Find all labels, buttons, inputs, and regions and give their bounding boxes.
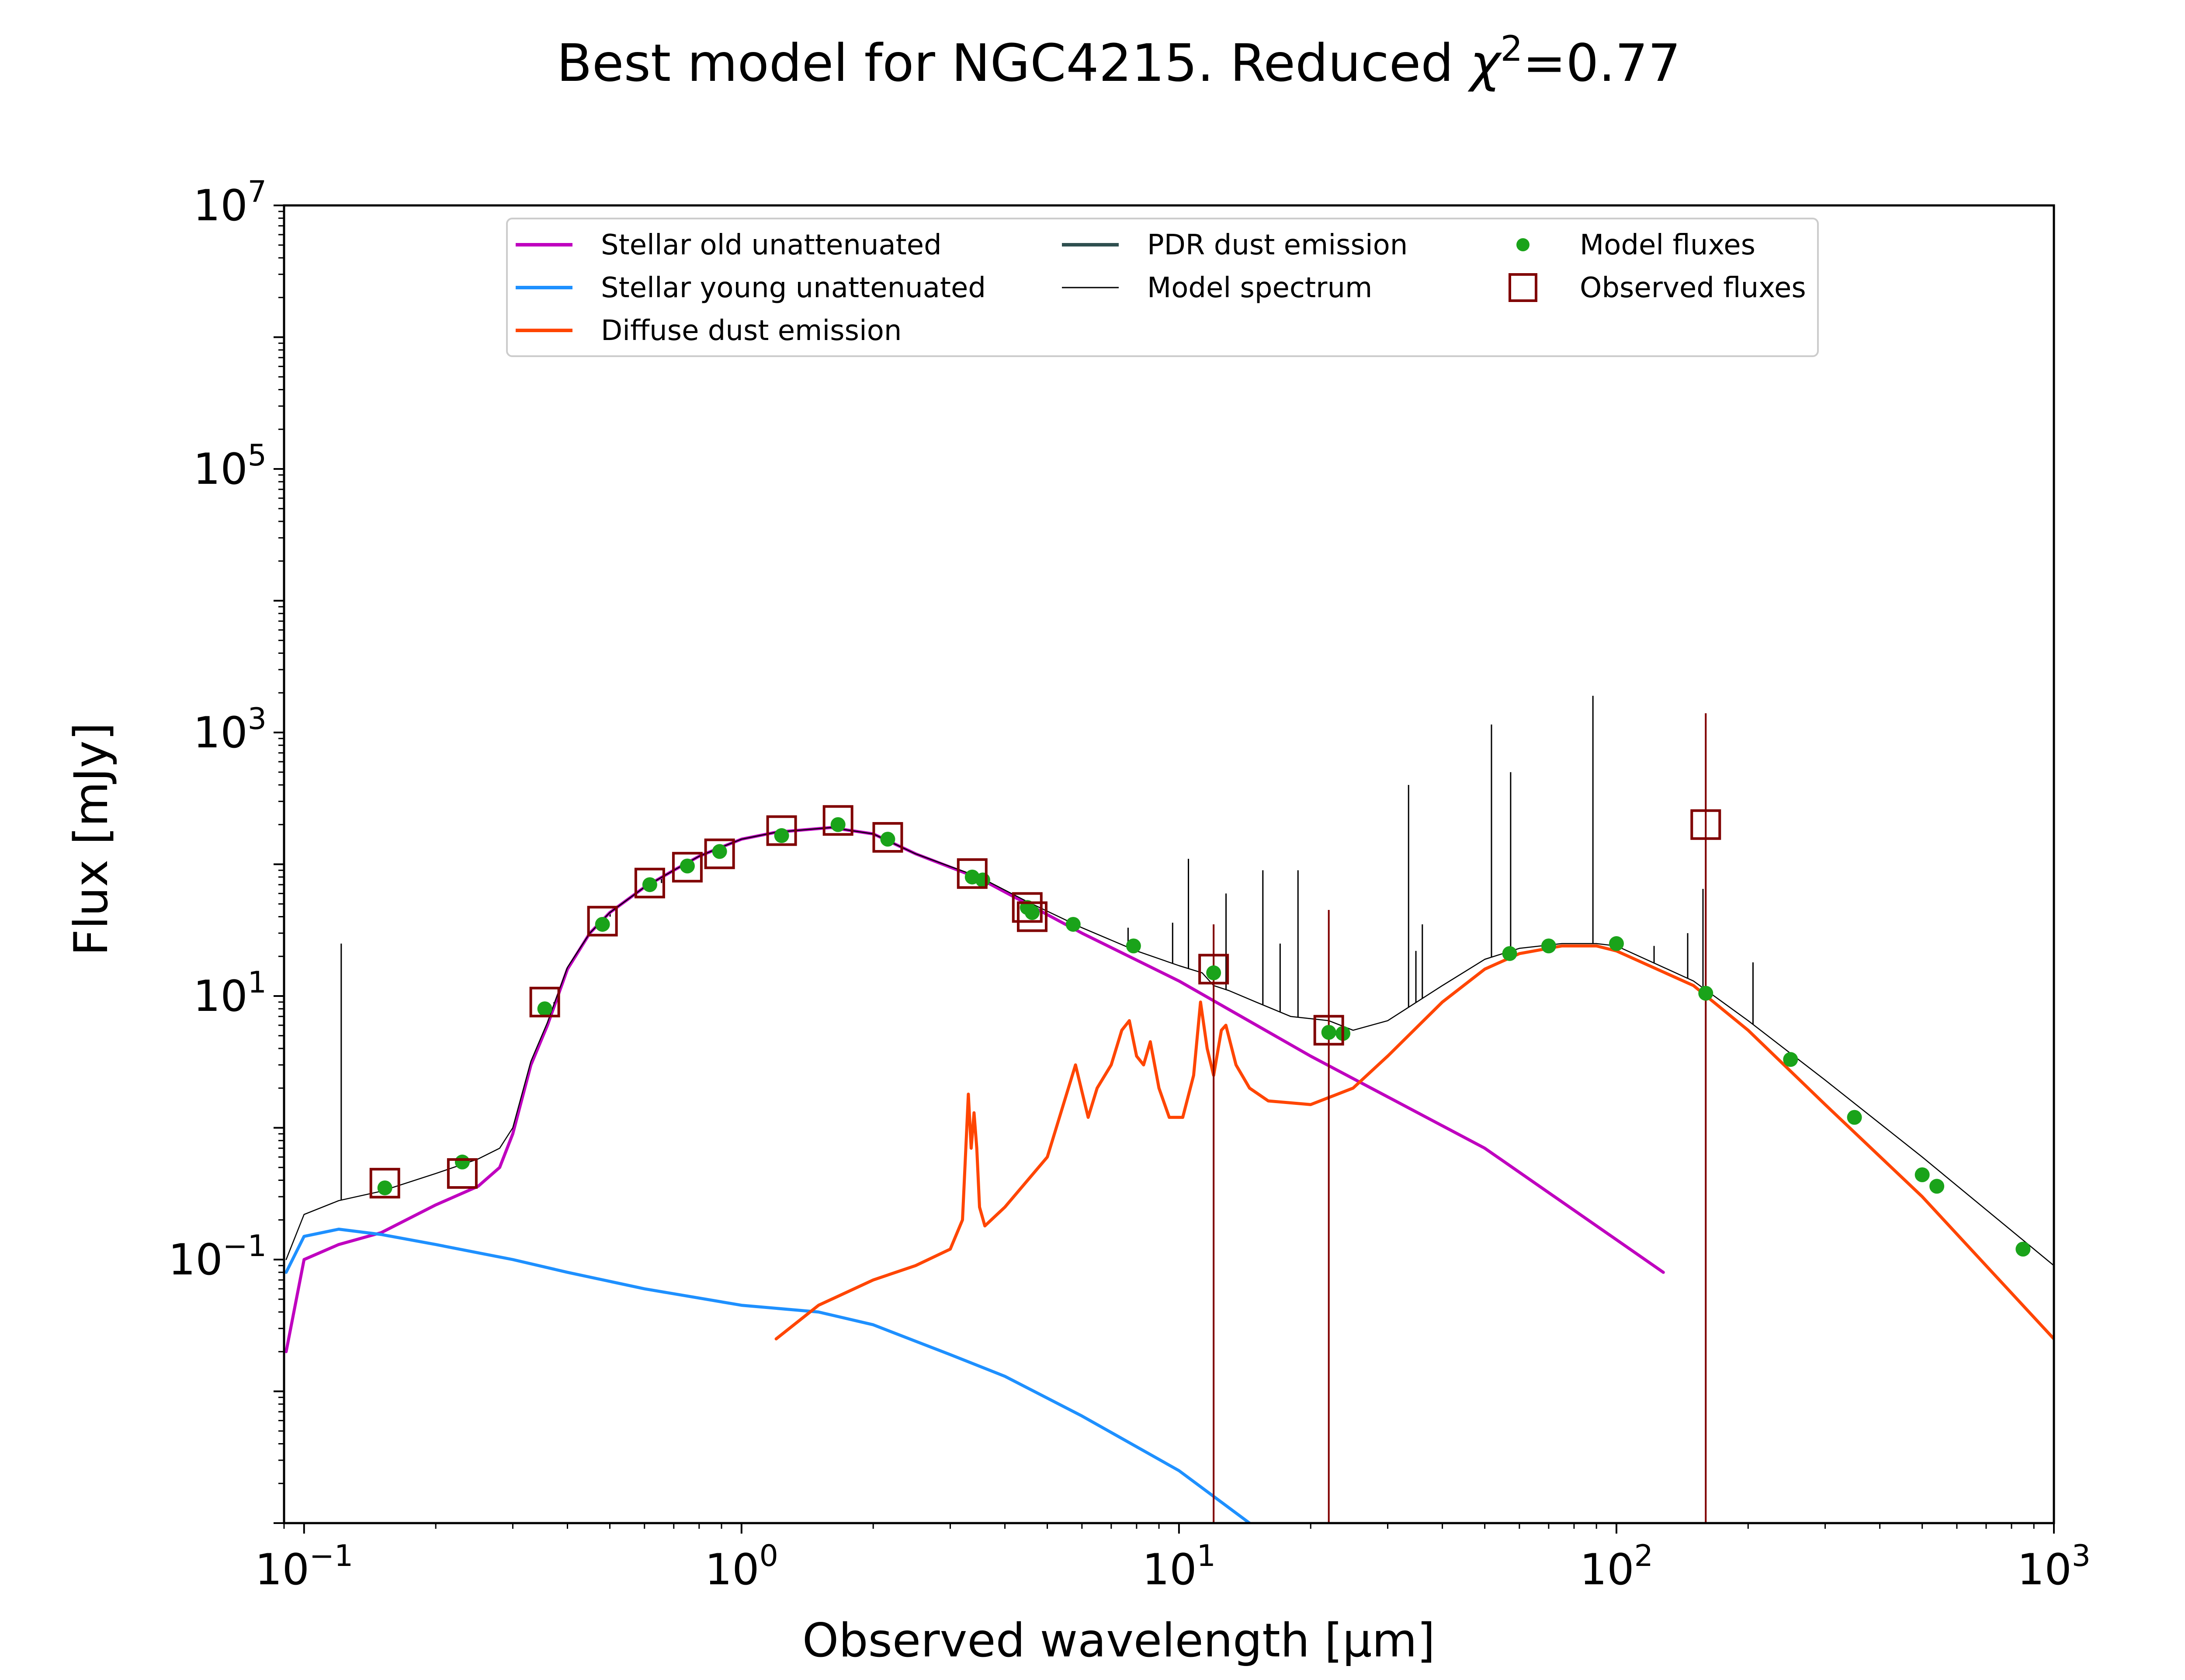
x-tick-label-3: 102	[1580, 1539, 1653, 1595]
x-tick-label-4: 103	[2017, 1539, 2091, 1595]
y-tick-label-4: 107	[193, 175, 267, 231]
observed-flux-point-6	[704, 838, 735, 869]
model-flux-point-1	[454, 1154, 470, 1170]
model-flux-point-2	[537, 1001, 552, 1017]
observed-flux-point-12	[1017, 901, 1048, 932]
y-tick-label-1: 101	[193, 965, 267, 1021]
y-tick-label-0: 10−1	[168, 1229, 267, 1285]
model-flux-point-0	[377, 1180, 392, 1195]
observed-flux-point-8	[822, 805, 853, 836]
observed-flux-point-4	[634, 868, 665, 899]
y-tick-label-3: 105	[193, 438, 267, 494]
plot-area	[284, 695, 2054, 1523]
series-line-stellar-young-unattenuated	[284, 1228, 1251, 1523]
observed-flux-point-13	[1198, 954, 1229, 985]
legend-label-pdr-dust-emission: PDR dust emission	[1147, 229, 1408, 261]
plot-clipped-group	[284, 695, 2054, 1523]
series-line-diffuse-dust-emission	[774, 944, 2054, 1340]
x-tick-label-0: 10−1	[255, 1539, 353, 1595]
legend-marker-model-fluxes	[1516, 238, 1530, 251]
model-flux-point-4	[642, 877, 657, 892]
model-flux-point-5	[680, 858, 695, 874]
legend-label-diffuse-dust-emission: Diffuse dust emission	[601, 315, 902, 347]
model-flux-point-11	[975, 872, 990, 888]
x-axis-label: Observed wavelength [μm]	[802, 1614, 1435, 1667]
model-flux-point-3	[595, 916, 610, 932]
legend-label-model-fluxes: Model fluxes	[1580, 229, 1755, 261]
model-flux-point-16	[1206, 965, 1221, 980]
legend-label-stellar-old-unattenuated: Stellar old unattenuated	[601, 229, 942, 261]
observed-flux-point-7	[766, 815, 797, 846]
x-tick-label-2: 101	[1142, 1539, 1216, 1595]
model-flux-point-21	[1609, 936, 1624, 951]
model-flux-point-26	[1929, 1179, 1945, 1194]
y-axis-label: Flux [mJy]	[64, 722, 118, 956]
model-flux-point-14	[1065, 916, 1081, 932]
model-flux-point-20	[1541, 938, 1556, 954]
model-flux-point-19	[1502, 946, 1517, 961]
model-flux-point-22	[1698, 986, 1713, 1001]
axes: 10−1 100 101 102 103 10−1 101 103 105 107	[168, 175, 2091, 1595]
x-tick-label-1: 100	[705, 1539, 778, 1595]
legend-label-observed-fluxes: Observed fluxes	[1580, 272, 1806, 304]
observed-flux-point-1	[447, 1158, 478, 1189]
model-flux-point-8	[830, 817, 846, 832]
model-flux-point-15	[1126, 938, 1141, 954]
observed-flux-point-11	[1012, 892, 1043, 923]
y-tick-label-2: 103	[193, 702, 267, 758]
model-flux-point-6	[712, 844, 727, 859]
model-flux-point-9	[880, 832, 895, 847]
observed-flux-point-0	[369, 1168, 400, 1199]
model-flux-point-24	[1847, 1110, 1862, 1125]
observed-flux-point-15	[1690, 809, 1721, 840]
legend-label-stellar-young-unattenuated: Stellar young unattenuated	[601, 272, 986, 304]
legend-label-model-spectrum: Model spectrum	[1147, 272, 1372, 304]
model-flux-point-25	[1914, 1167, 1930, 1182]
legend-box	[506, 218, 1819, 357]
model-flux-point-27	[2015, 1242, 2031, 1257]
model-flux-point-7	[774, 828, 789, 843]
chart-title: Best model for NGC4215. Reduced χ2=0.77	[557, 28, 1681, 93]
observed-flux-point-10	[957, 858, 988, 889]
observed-flux-point-2	[529, 986, 560, 1017]
observed-flux-point-14	[1313, 1015, 1344, 1046]
legend-marker-observed-fluxes	[1509, 273, 1537, 302]
model-flux-point-23	[1783, 1052, 1798, 1067]
legend: Stellar old unattenuated Stellar young un…	[506, 218, 1819, 357]
model-flux-point-13	[1025, 905, 1040, 920]
observed-flux-point-3	[587, 906, 618, 937]
observed-flux-point-9	[872, 822, 903, 853]
observed-flux-point-5	[672, 852, 703, 883]
model-flux-point-17	[1321, 1025, 1336, 1040]
